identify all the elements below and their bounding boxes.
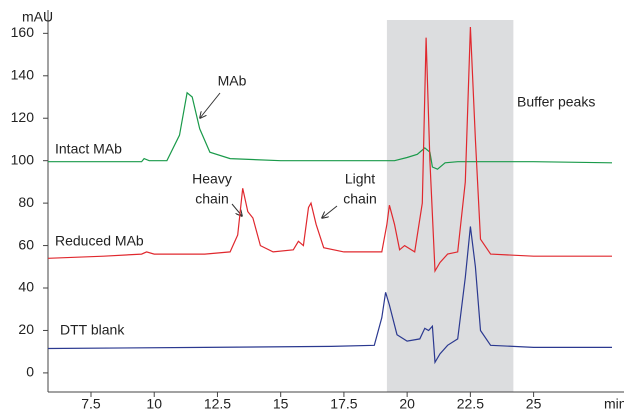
arrow — [322, 205, 338, 218]
annotation: Heavy — [192, 171, 232, 187]
y-unit: mAU — [22, 9, 53, 25]
y-tick-label: 80 — [18, 194, 34, 210]
y-tick-label: 120 — [11, 109, 35, 125]
y-tick-label: 20 — [18, 321, 34, 337]
x-tick-label: 7.5 — [81, 396, 101, 412]
series-label: Intact MAb — [55, 141, 122, 157]
series-line — [48, 91, 613, 170]
series-line — [47, 226, 612, 365]
x-tick-label: 25 — [526, 396, 542, 412]
series-line — [47, 26, 612, 274]
annotation: Light — [345, 171, 375, 187]
background-layer — [386, 20, 514, 392]
y-tick-label: 160 — [11, 24, 35, 40]
highlight-region — [386, 20, 514, 392]
x-tick-label: 12.5 — [204, 396, 231, 412]
annotation: Buffer peaks — [517, 94, 595, 110]
series-label: Reduced MAb — [55, 233, 144, 249]
annotation: chain — [195, 191, 228, 207]
arrow — [200, 92, 221, 118]
y-tick-label: 100 — [11, 151, 35, 167]
x-tick-label: 15 — [273, 396, 289, 412]
annotation: MAb — [218, 73, 247, 89]
y-tick-label: 60 — [18, 236, 34, 252]
x-tick-label: 10 — [146, 396, 162, 412]
x-tick-label: 17.5 — [330, 396, 357, 412]
annotation: chain — [343, 191, 376, 207]
x-tick-label: 22.5 — [457, 396, 484, 412]
series-label: DTT blank — [60, 322, 125, 338]
y-tick-label: 140 — [11, 66, 35, 82]
x-tick-label: 20 — [399, 396, 415, 412]
y-tick-label: 40 — [18, 279, 34, 295]
x-unit: min — [604, 396, 624, 412]
y-tick-label: 0 — [26, 364, 34, 380]
